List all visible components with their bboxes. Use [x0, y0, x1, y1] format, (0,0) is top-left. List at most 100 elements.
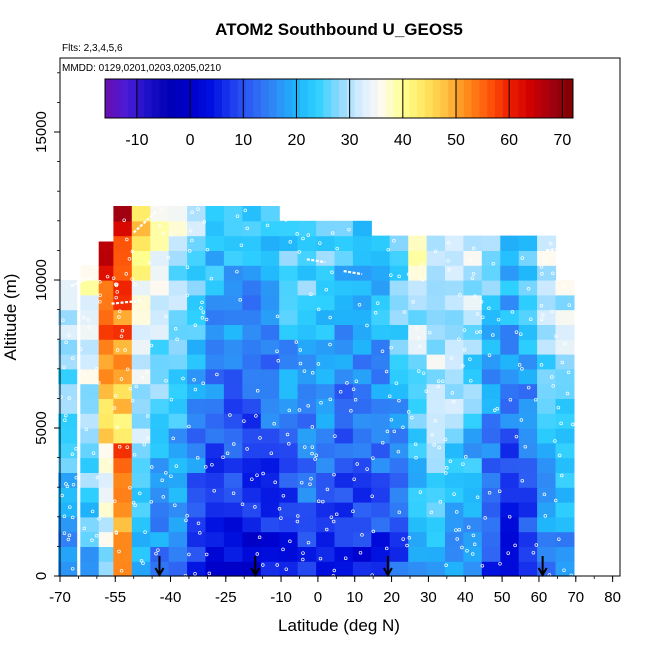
observation-point — [406, 272, 411, 277]
heatmap-cell — [500, 383, 520, 399]
heatmap-cell — [279, 220, 299, 237]
colorbar-swatch — [346, 79, 356, 118]
colorbar-swatch — [307, 79, 317, 118]
observation-point — [265, 223, 270, 228]
observation-point — [132, 452, 137, 457]
heatmap-cell — [297, 339, 317, 355]
heatmap-cell — [242, 294, 262, 311]
heatmap-cell — [80, 531, 100, 547]
heatmap-cell — [445, 383, 464, 399]
observation-point — [428, 330, 432, 335]
colorbar-tick-label: 60 — [500, 132, 518, 149]
observation-point — [551, 271, 555, 276]
y-tick-label: 5000 — [33, 411, 50, 444]
heatmap-cell — [279, 398, 299, 414]
heatmap-cell — [389, 502, 409, 518]
heatmap-cell — [168, 457, 188, 473]
heatmap-cell — [80, 265, 100, 281]
heatmap-cell — [481, 457, 501, 473]
heatmap-cell — [205, 531, 225, 547]
heatmap-cell — [518, 457, 538, 473]
observation-point — [91, 451, 96, 455]
observation-point — [452, 492, 456, 496]
observation-point — [65, 484, 70, 489]
heatmap-column — [260, 206, 280, 577]
observation-point — [277, 507, 282, 511]
observation-point — [134, 384, 139, 389]
observation-point — [563, 342, 567, 346]
heatmap-cell — [242, 339, 262, 355]
heatmap-cell — [426, 516, 446, 533]
heatmap-cell — [223, 516, 243, 533]
observation-point — [161, 231, 166, 236]
heatmap-cell — [555, 428, 575, 444]
heatmap-cell — [187, 220, 207, 237]
heatmap-cell — [150, 339, 170, 355]
colorbar-swatch — [526, 79, 535, 118]
heatmap-cell — [334, 502, 354, 518]
heatmap-cell — [408, 280, 428, 296]
heatmap-cell — [260, 546, 280, 562]
observation-point — [67, 396, 71, 400]
observation-point — [221, 455, 225, 460]
observation-point — [487, 306, 491, 311]
observation-point — [149, 499, 154, 504]
heatmap-cell — [316, 368, 336, 385]
observation-point — [384, 369, 389, 374]
heatmap-cell — [537, 502, 557, 518]
heatmap-cell — [334, 442, 354, 459]
observation-point — [302, 369, 307, 373]
colorbar-tick-label: 10 — [234, 132, 252, 149]
observation-point — [355, 462, 359, 466]
heatmap-cell — [260, 561, 280, 577]
heatmap-cell — [408, 413, 428, 429]
observation-point — [245, 447, 249, 451]
heatmap-cell — [242, 206, 262, 222]
heatmap-cell — [426, 294, 446, 311]
heatmap-cell — [352, 368, 372, 385]
heatmap-cell — [205, 413, 225, 429]
observation-point — [146, 414, 150, 418]
observation-point — [446, 259, 450, 263]
x-tick-label: 20 — [383, 589, 400, 606]
heatmap-cell — [168, 428, 188, 444]
heatmap-cell — [187, 428, 207, 444]
heatmap-cell — [481, 368, 501, 385]
heatmap-cell — [260, 339, 280, 355]
heatmap-cell — [426, 354, 446, 370]
heatmap-cell — [500, 561, 520, 577]
colorbar-tick-label: 30 — [341, 132, 359, 149]
heatmap-cell — [408, 472, 428, 488]
heatmap-cell — [426, 413, 446, 429]
observation-point — [540, 272, 544, 276]
heatmap-cell — [80, 457, 100, 473]
heatmap-cell — [279, 472, 299, 488]
heatmap-cell — [150, 398, 170, 414]
heatmap-cell — [260, 368, 280, 385]
observation-point — [306, 233, 311, 237]
heatmap-cell — [537, 428, 557, 444]
heatmap-cell — [223, 265, 243, 281]
heatmap-cell — [58, 309, 78, 325]
observation-point — [528, 317, 533, 321]
heatmap-cell — [481, 235, 501, 251]
heatmap-cell — [463, 354, 483, 370]
heatmap-cell — [316, 428, 336, 444]
heatmap-cell — [205, 265, 225, 281]
observation-point — [534, 543, 539, 547]
observation-point — [67, 533, 72, 538]
heatmap-cell — [316, 457, 336, 473]
heatmap-cell — [205, 206, 225, 222]
observation-point — [187, 424, 191, 429]
heatmap-cell — [150, 546, 170, 562]
dates-label: MMDD: 0129,0201,0203,0205,0210 — [62, 63, 221, 74]
observation-point — [157, 224, 162, 229]
observation-point — [384, 546, 389, 551]
heatmap-cell — [187, 250, 207, 266]
heatmap-cell — [408, 561, 428, 577]
observation-point — [215, 372, 219, 377]
heatmap-cell — [150, 280, 170, 296]
heatmap-cell — [168, 368, 188, 385]
heatmap-cell — [223, 309, 243, 325]
